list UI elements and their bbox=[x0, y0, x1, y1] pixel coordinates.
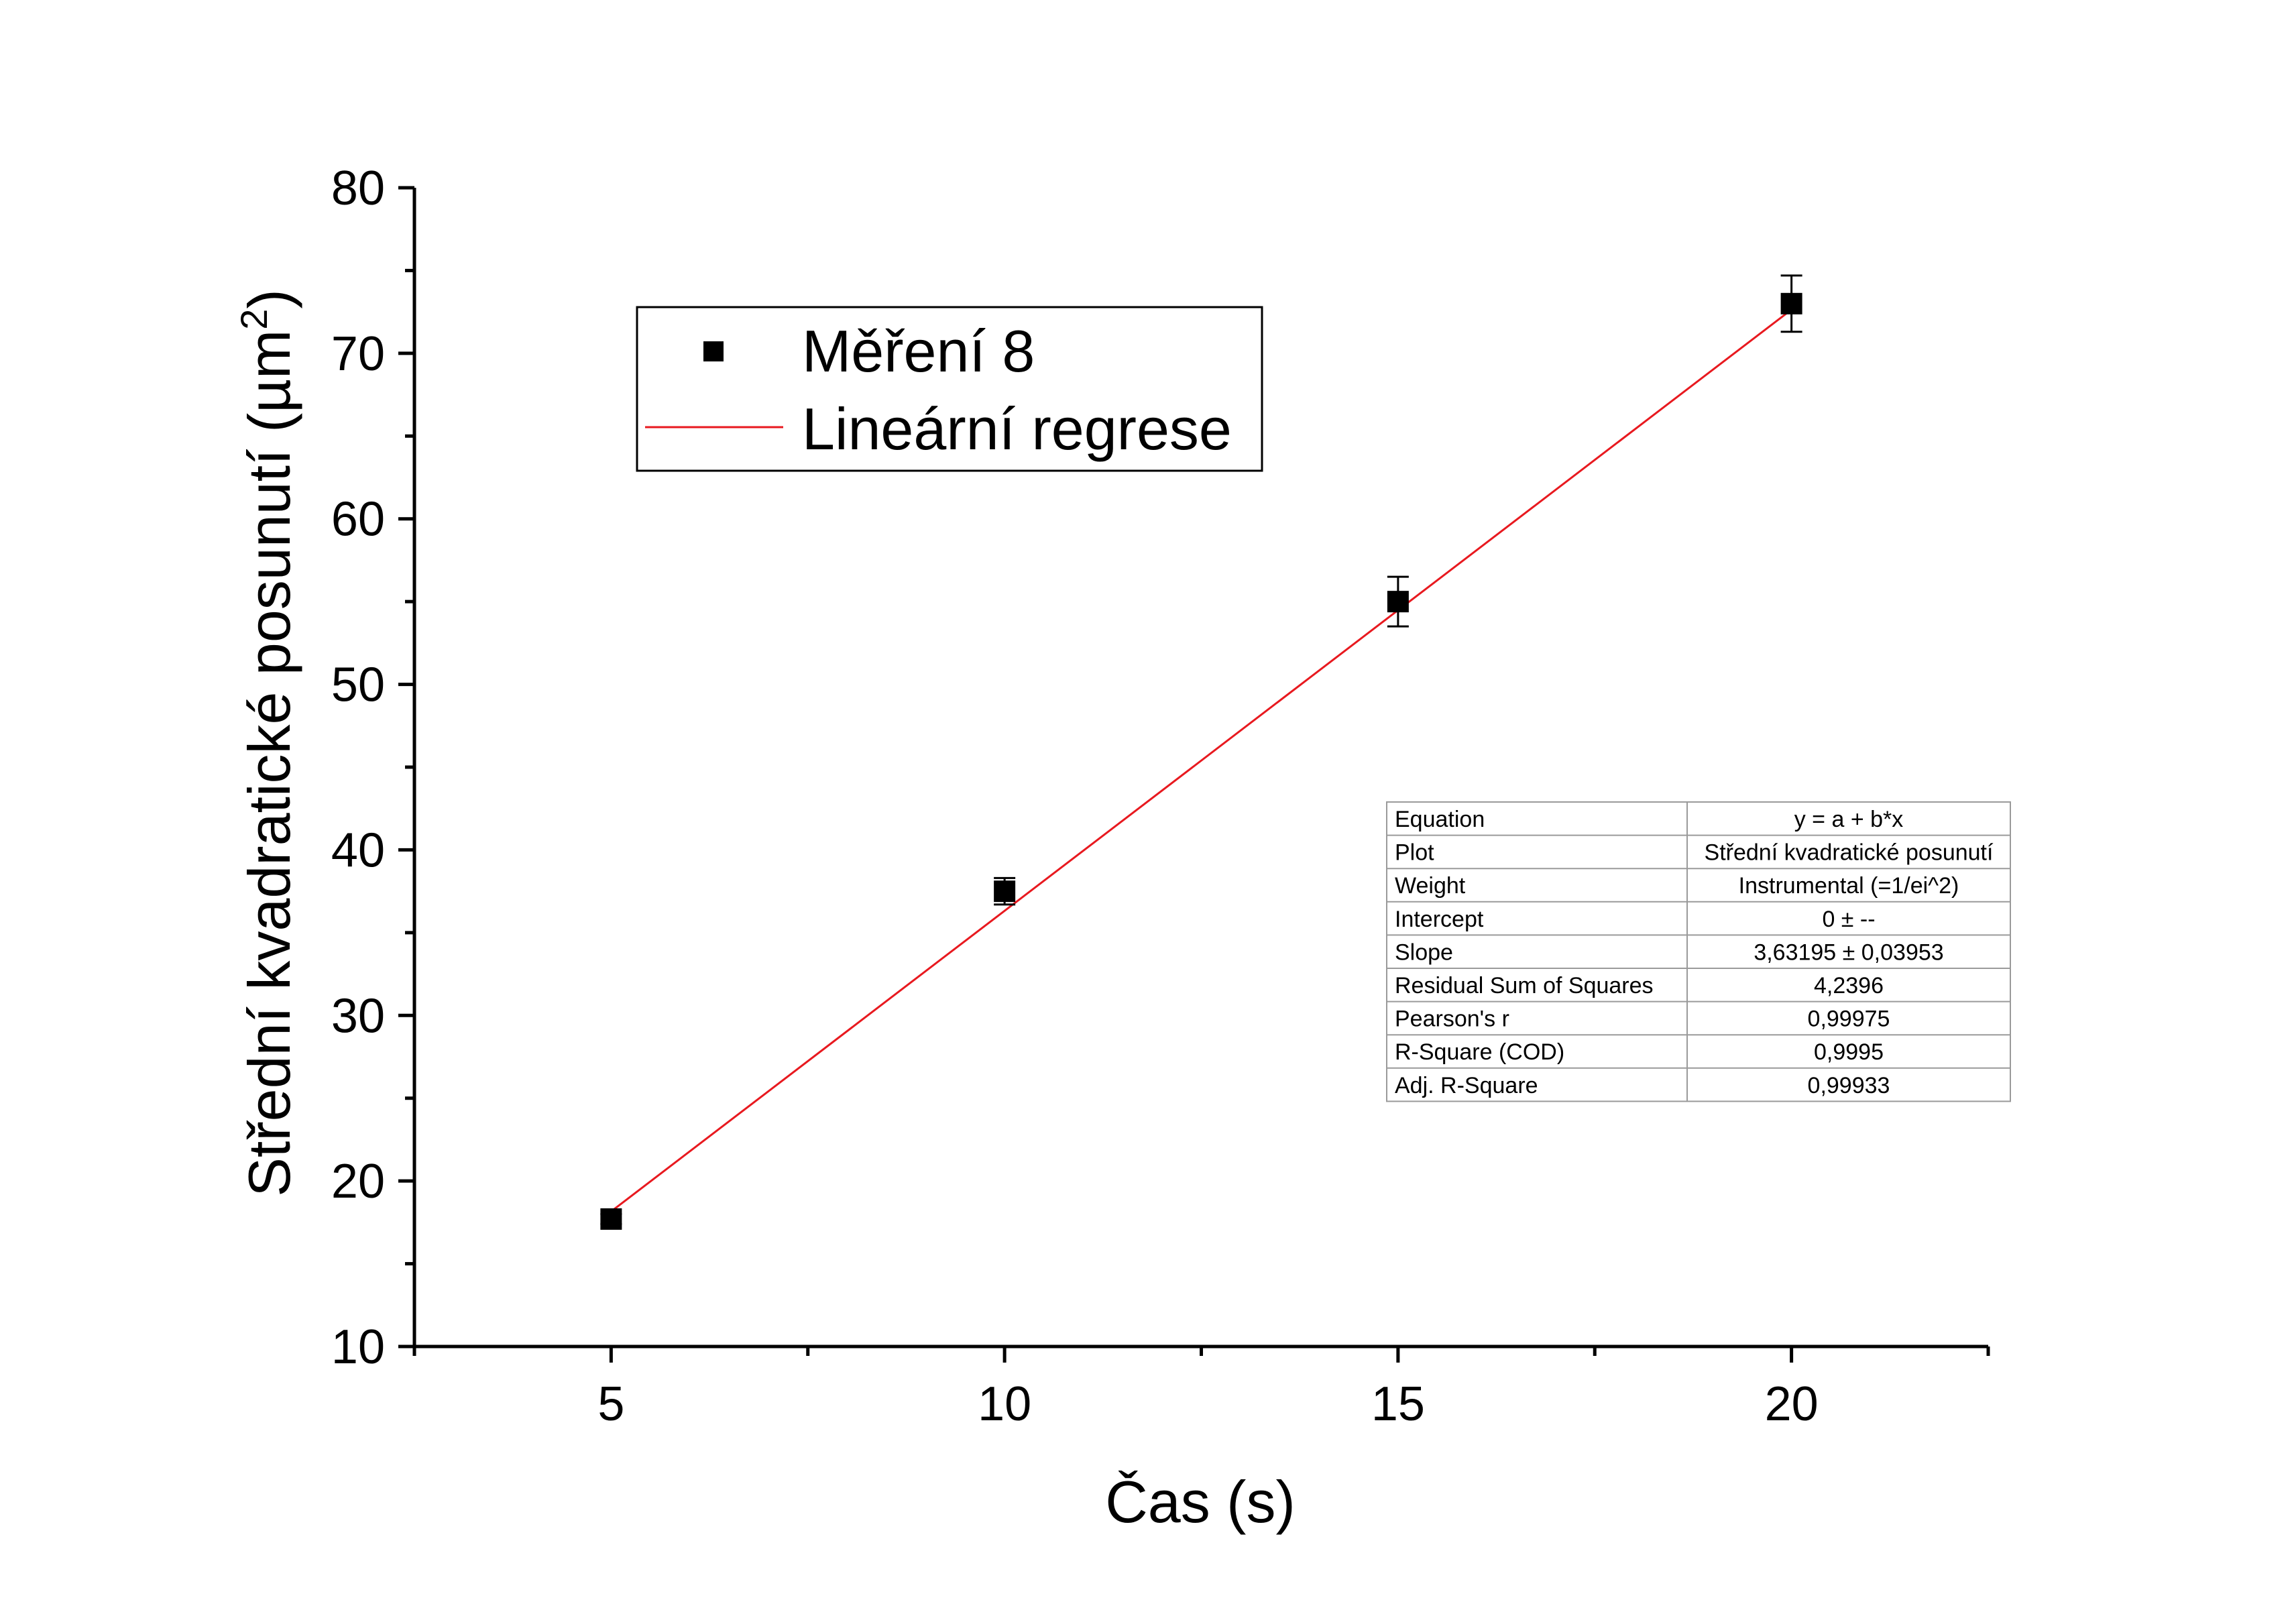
stats-label: Weight bbox=[1395, 873, 1466, 899]
legend bbox=[636, 306, 1263, 472]
y-axis-title-end: ) bbox=[236, 289, 302, 308]
stats-label: Plot bbox=[1395, 840, 1434, 866]
y-tick-label: 20 bbox=[331, 1155, 385, 1208]
stats-value: 0 ± -- bbox=[1822, 907, 1875, 932]
y-tick-label: 30 bbox=[331, 989, 385, 1043]
y-axis-title-sup: 2 bbox=[233, 309, 275, 330]
stats-label: Pearson's r bbox=[1395, 1007, 1509, 1032]
y-tick-label: 10 bbox=[331, 1320, 385, 1374]
stats-label: Equation bbox=[1395, 807, 1485, 832]
stats-label: Residual Sum of Squares bbox=[1395, 973, 1654, 998]
x-tick-label: 5 bbox=[597, 1377, 624, 1431]
stats-value: 4,2396 bbox=[1814, 973, 1884, 998]
y-axis-title: Střední kvadratické posunutí (µm2) bbox=[233, 289, 302, 1197]
data-point bbox=[600, 1208, 622, 1230]
stats-label: Intercept bbox=[1395, 907, 1484, 932]
stats-value: 0,99933 bbox=[1808, 1073, 1890, 1098]
x-tick-label: 15 bbox=[1371, 1377, 1425, 1431]
x-axis-title: Čas (s) bbox=[1105, 1469, 1296, 1535]
legend-label-measurement: Měření 8 bbox=[802, 318, 1035, 384]
stats-value: 0,9995 bbox=[1814, 1039, 1884, 1065]
stats-value: 0,99975 bbox=[1808, 1007, 1890, 1032]
stats-value: 3,63195 ± 0,03953 bbox=[1754, 939, 1943, 965]
y-tick-label: 80 bbox=[331, 162, 385, 215]
legend-label-regression: Lineární regrese bbox=[802, 396, 1232, 462]
stats-label: R-Square (COD) bbox=[1395, 1039, 1564, 1065]
data-point bbox=[1387, 591, 1409, 613]
data-point bbox=[1780, 292, 1802, 314]
stats-value: Střední kvadratické posunutí bbox=[1705, 840, 1994, 866]
stats-table bbox=[1386, 801, 2011, 1102]
x-tick-label: 20 bbox=[1765, 1377, 1819, 1431]
y-axis-title-main: Střední kvadratické posunutí (µm bbox=[236, 330, 302, 1197]
y-tick-label: 70 bbox=[331, 327, 385, 381]
y-tick-label: 40 bbox=[331, 823, 385, 877]
stats-value: Instrumental (=1/ei^2) bbox=[1739, 873, 1959, 899]
stats-label: Slope bbox=[1395, 939, 1453, 965]
legend-marker-square bbox=[703, 341, 724, 361]
y-tick-label: 50 bbox=[331, 658, 385, 712]
x-tick-label: 10 bbox=[978, 1377, 1031, 1431]
regression-line bbox=[610, 308, 1792, 1212]
stats-value: y = a + b*x bbox=[1794, 807, 1904, 832]
stats-label: Adj. R-Square bbox=[1395, 1073, 1538, 1098]
y-tick-label: 60 bbox=[331, 493, 385, 547]
data-point bbox=[994, 880, 1016, 903]
